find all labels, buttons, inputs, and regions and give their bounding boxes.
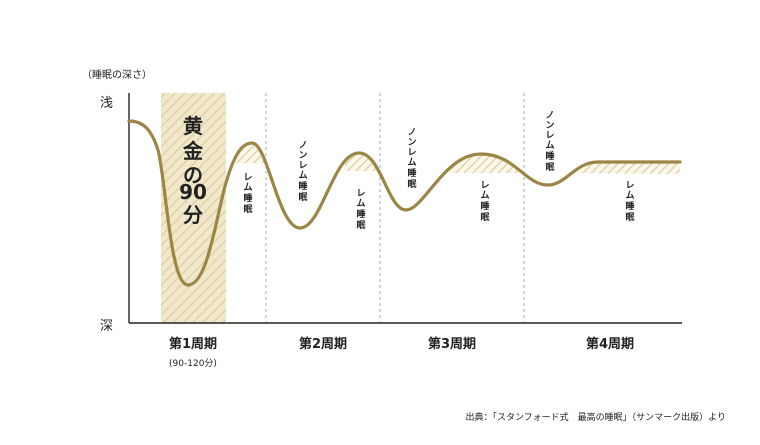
sleep-depth-curve [127, 119, 682, 287]
svg-text:睡: 睡 [298, 180, 307, 192]
rem-hatch-2 [342, 153, 380, 171]
cycle-label-1: 第1周期 [169, 336, 217, 352]
golden-char-5: 分 [183, 203, 203, 227]
svg-text:ン: ン [298, 150, 307, 161]
rem-hatch-4 [575, 162, 680, 174]
svg-text:眠: 眠 [625, 212, 634, 223]
rem-label-2: レ ム 睡 眠 [356, 188, 365, 231]
svg-text:ノ: ノ [545, 110, 554, 121]
svg-text:睡: 睡 [480, 200, 489, 212]
svg-text:ン: ン [545, 120, 554, 131]
svg-text:眠: 眠 [298, 192, 307, 203]
svg-text:レ: レ [243, 172, 252, 183]
nonrem-label-2: ノ ン レ ム 睡 眠 [407, 127, 416, 190]
svg-text:睡: 睡 [243, 192, 252, 204]
svg-text:ム: ム [625, 190, 634, 201]
svg-text:ム: ム [243, 182, 252, 193]
svg-text:レ: レ [298, 160, 307, 171]
svg-text:レ: レ [356, 188, 365, 199]
cycle-label-3: 第3周期 [428, 336, 476, 352]
svg-text:睡: 睡 [625, 200, 634, 212]
nonrem-label-1: ノ ン レ ム 睡 眠 [298, 140, 307, 203]
source-citation: 出典：「スタンフォード式 最高の睡眠」（サンマーク出版）より [465, 411, 726, 423]
svg-text:眠: 眠 [407, 179, 416, 190]
svg-text:眠: 眠 [545, 162, 554, 173]
svg-text:レ: レ [545, 130, 554, 141]
svg-text:レ: レ [407, 147, 416, 158]
svg-text:レ: レ [480, 180, 489, 191]
deep-label: 深 [100, 319, 113, 334]
svg-text:ム: ム [545, 140, 554, 151]
golden-90-label: 黄 金 の 90 分 [179, 114, 207, 227]
shallow-label: 浅 [100, 96, 113, 111]
svg-text:睡: 睡 [356, 208, 365, 220]
svg-text:ム: ム [356, 198, 365, 209]
rem-label-3: レ ム 睡 眠 [480, 180, 489, 223]
y-axis-label: （睡眠の深さ） [82, 68, 152, 81]
rem-hatch-3 [448, 154, 524, 173]
golden-char-1: 黄 [183, 114, 203, 138]
cycle-label-2: 第2周期 [299, 336, 347, 352]
svg-text:レ: レ [625, 180, 634, 191]
svg-text:眠: 眠 [356, 220, 365, 231]
svg-text:睡: 睡 [407, 167, 416, 179]
golden-char-4: 90 [179, 180, 207, 204]
svg-text:眠: 眠 [243, 204, 252, 215]
svg-text:ム: ム [407, 157, 416, 168]
golden-char-3: の [183, 163, 203, 187]
cycle-label-4: 第4周期 [586, 336, 634, 352]
svg-text:ノ: ノ [407, 127, 416, 138]
cycle-sub-label-1: (90-120分) [169, 358, 217, 369]
svg-text:ン: ン [407, 137, 416, 148]
svg-text:ム: ム [298, 170, 307, 181]
golden-char-2: 金 [182, 139, 204, 163]
nonrem-label-3: ノ ン レ ム 睡 眠 [545, 110, 554, 173]
rem-label-4: レ ム 睡 眠 [625, 180, 634, 223]
svg-text:ノ: ノ [298, 140, 307, 151]
rem-label-1: レ ム 睡 眠 [243, 172, 252, 215]
svg-text:眠: 眠 [480, 212, 489, 223]
svg-text:ム: ム [480, 190, 489, 201]
svg-text:睡: 睡 [545, 150, 554, 162]
